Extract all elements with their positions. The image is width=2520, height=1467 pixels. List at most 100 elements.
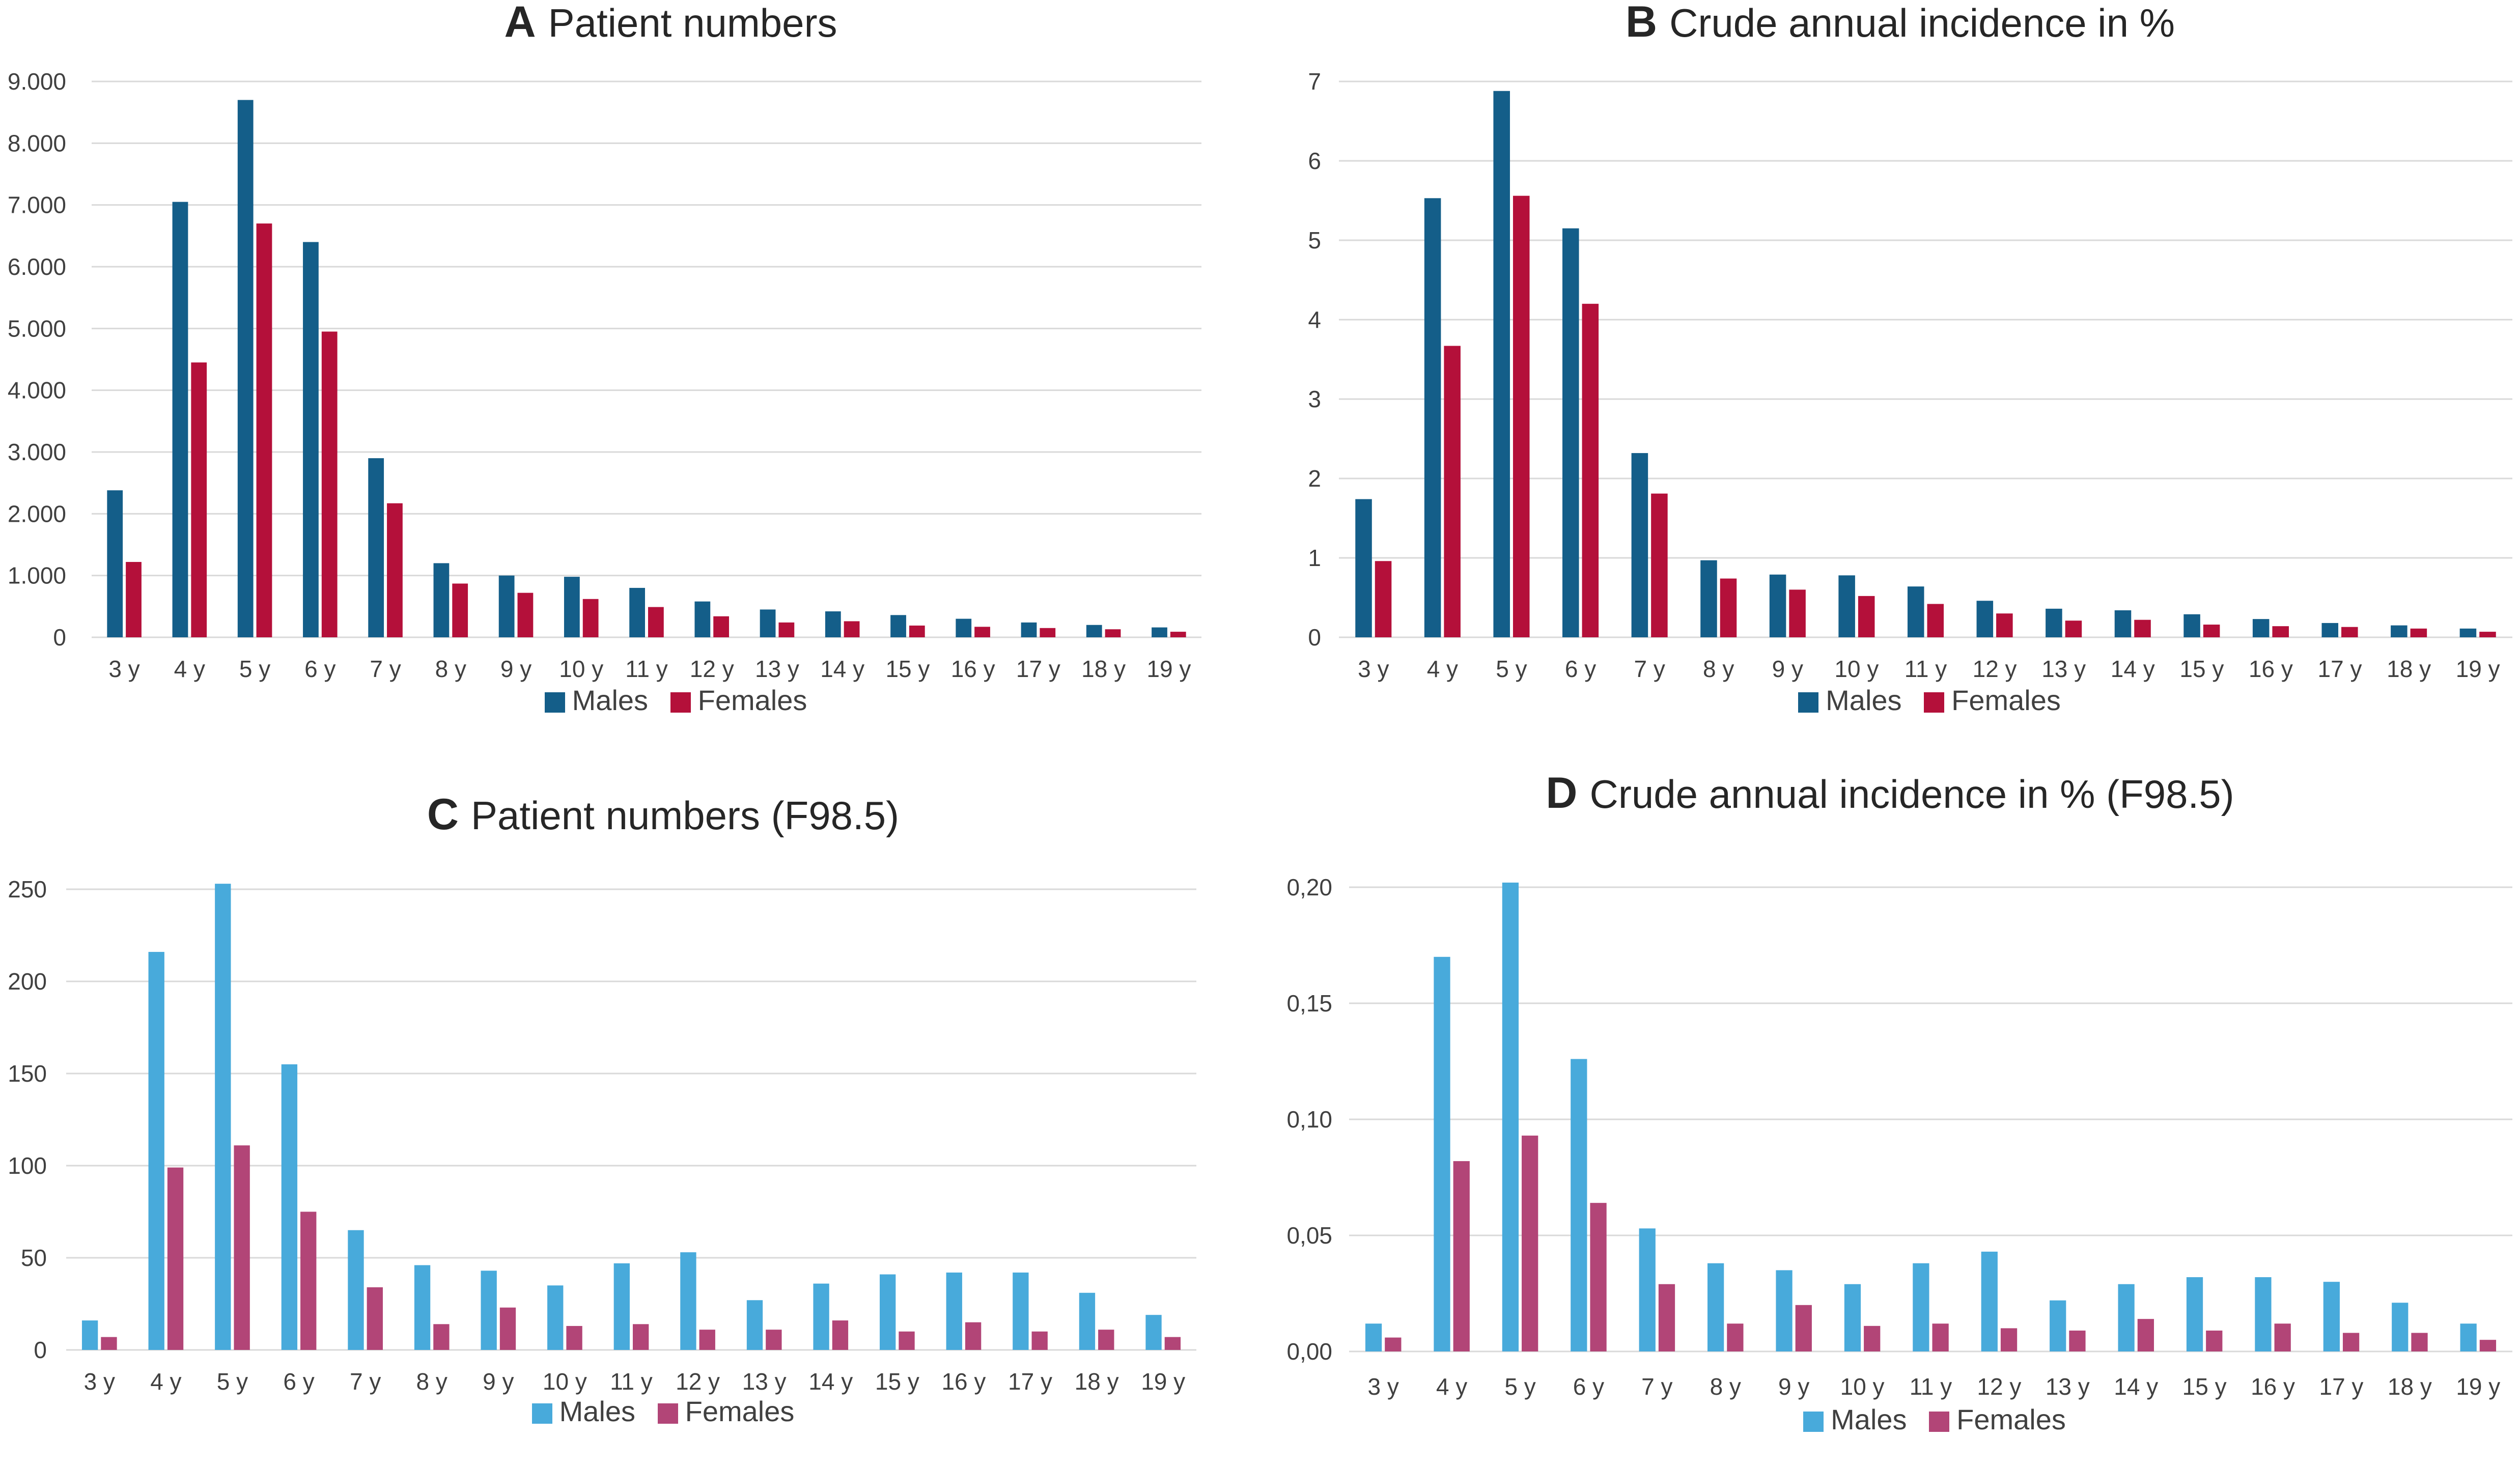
- bar-females: [965, 1322, 982, 1350]
- x-tick-label: 15 y: [2179, 656, 2224, 682]
- bar-males: [564, 577, 580, 637]
- x-tick-label: 12 y: [1977, 1373, 2021, 1400]
- bar-males: [2183, 614, 2200, 637]
- bar-males: [303, 242, 319, 637]
- x-tick-label: 15 y: [885, 656, 930, 682]
- bar-males: [1981, 1251, 1998, 1351]
- x-tick-label: 8 y: [435, 656, 466, 682]
- bar-females: [300, 1211, 317, 1350]
- bar-females: [566, 1325, 582, 1350]
- x-tick-label: 10 y: [559, 656, 603, 682]
- bar-females: [2134, 619, 2151, 637]
- chart-legend: Males Females: [1260, 1400, 2520, 1436]
- bar-females: [713, 616, 730, 637]
- bar-males: [1493, 91, 1510, 638]
- bar-males: [1838, 575, 1855, 637]
- bar-females: [2479, 1340, 2497, 1351]
- x-tick-label: 13 y: [742, 1368, 787, 1395]
- bar-chart-svg: 0 1 2 3 4 5 6 7 3 y 4 y 5 y 6 y 7 y 8 y 9 y 10 y 11 y 12 …: [1308, 68, 2512, 682]
- x-tick-label: 5 y: [217, 1368, 248, 1395]
- chart-legend: Males Females: [1260, 681, 2520, 717]
- x-tick-label: 13 y: [2041, 656, 2086, 682]
- bar-males: [2460, 1323, 2477, 1351]
- legend-swatch-females: [670, 692, 691, 713]
- bar-females: [2342, 1333, 2360, 1351]
- legend-label-males: Males: [1826, 684, 1902, 716]
- bar-females: [1385, 1337, 1402, 1351]
- x-tick-label: 8 y: [1710, 1373, 1741, 1400]
- x-tick-label: 14 y: [820, 656, 864, 682]
- panel-letter: A: [504, 0, 536, 46]
- bar-males: [348, 1230, 364, 1350]
- y-tick-label: 200: [8, 968, 47, 995]
- bar-females: [699, 1330, 715, 1350]
- bar-females: [582, 599, 599, 637]
- x-tick-label: 18 y: [1081, 656, 1126, 682]
- x-tick-label: 17 y: [1008, 1368, 1052, 1395]
- x-tick-label: 10 y: [1840, 1373, 1885, 1400]
- bar-females: [1522, 1135, 1538, 1351]
- bar-females: [1658, 1284, 1675, 1351]
- x-tick-label: 3 y: [84, 1368, 115, 1395]
- x-tick-label: 7 y: [370, 656, 401, 682]
- bar-males: [1976, 601, 1994, 637]
- bar-females: [1720, 578, 1737, 637]
- x-tick-label: 17 y: [1016, 656, 1060, 682]
- y-tick-label: 5.000: [8, 315, 66, 342]
- bar-males: [1707, 1263, 1724, 1351]
- y-tick-label: 250: [8, 876, 47, 902]
- legend-item-males: Males: [531, 1395, 635, 1428]
- x-tick-label: 17 y: [2318, 656, 2362, 682]
- y-tick-label: 6: [1308, 148, 1321, 174]
- y-tick-label: 0,00: [1286, 1338, 1332, 1365]
- chart-legend: Males Females: [0, 681, 1260, 717]
- bar-males: [2323, 1282, 2340, 1351]
- bar-females: [832, 1320, 849, 1350]
- x-tick-label: 19 y: [1146, 656, 1191, 682]
- bar-males: [1021, 622, 1037, 637]
- bar-males: [2255, 1277, 2272, 1351]
- y-tick-label: 9.000: [8, 68, 66, 95]
- bar-males: [1776, 1270, 1793, 1351]
- bar-males: [1631, 453, 1648, 637]
- bar-males: [946, 1272, 962, 1350]
- x-tick-label: 3 y: [108, 656, 139, 682]
- bar-chart-svg: 0 1.000 2.000 3.000 4.000 5.000 6.000 7.000 8.00…: [8, 68, 1201, 682]
- x-tick-label: 11 y: [1905, 656, 1947, 682]
- legend-label-females: Females: [697, 684, 807, 716]
- bar-males: [1424, 198, 1441, 637]
- bar-females: [2137, 1319, 2154, 1351]
- bar-males: [694, 601, 711, 637]
- y-tick-label: 0: [1308, 624, 1321, 651]
- x-tick-label: 14 y: [808, 1368, 853, 1395]
- x-tick-label: 4 y: [1436, 1373, 1467, 1400]
- x-tick-label: 16 y: [951, 656, 995, 682]
- x-tick-label: 6 y: [1573, 1373, 1604, 1400]
- y-tick-label: 6.000: [8, 253, 66, 280]
- bar-females: [1170, 632, 1186, 637]
- bar-females: [387, 503, 403, 637]
- bar-females: [1098, 1330, 1114, 1350]
- x-tick-label: 7 y: [350, 1368, 381, 1395]
- x-tick-label: 18 y: [1075, 1368, 1119, 1395]
- bar-males: [498, 575, 515, 637]
- y-tick-label: 0,10: [1286, 1106, 1332, 1133]
- x-tick-label: 7 y: [1641, 1373, 1672, 1400]
- bar-males: [890, 615, 906, 637]
- x-tick-label: 19 y: [2456, 656, 2500, 682]
- bar-chart-svg: 0 50 100 150 200 250 3 y 4 y 5 y 6 y 7 y 8 y 9 y 10 y…: [8, 876, 1196, 1395]
- bar-females: [1651, 493, 1668, 637]
- bar-females: [167, 1167, 184, 1350]
- x-tick-label: 11 y: [625, 656, 668, 682]
- panel-letter: D: [1546, 769, 1578, 817]
- x-tick-label: 6 y: [304, 656, 335, 682]
- chart-title: A Patient numbers: [0, 0, 1260, 47]
- bar-females: [1590, 1203, 1607, 1351]
- bar-males: [2459, 628, 2477, 637]
- bar-males: [746, 1300, 763, 1350]
- x-tick-label: 19 y: [1141, 1368, 1185, 1395]
- y-tick-label: 1: [1308, 545, 1321, 571]
- bar-males: [813, 1283, 829, 1350]
- chart-legend: Males Females: [0, 1392, 1260, 1428]
- bar-males: [1502, 882, 1519, 1351]
